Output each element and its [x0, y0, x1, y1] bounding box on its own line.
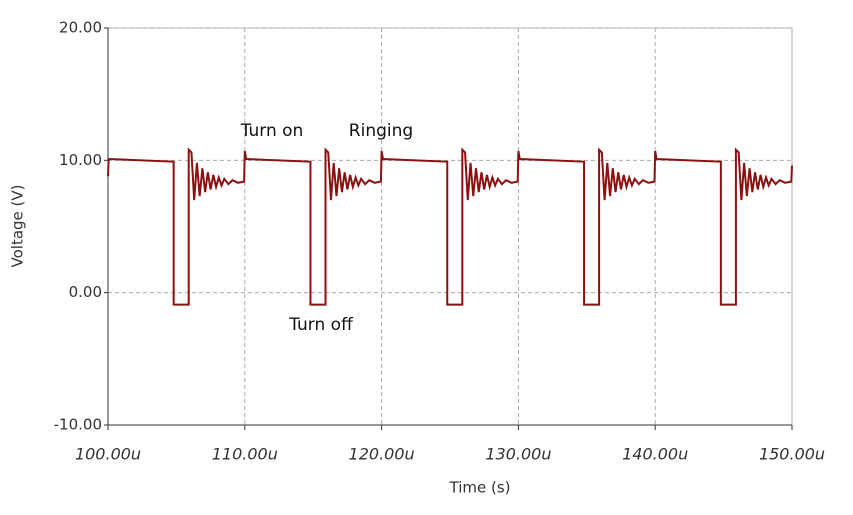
x-tick-label: 150.00u	[759, 445, 825, 464]
y-tick-label: 20.00	[59, 19, 102, 37]
y-axis-label: Voltage (V)	[9, 185, 27, 268]
x-tick-label: 140.00u	[622, 445, 688, 464]
annotation: Ringing	[349, 121, 413, 141]
voltage-line	[107, 147, 793, 306]
annotation: Turn off	[288, 315, 354, 335]
x-axis-label: Time (s)	[449, 479, 511, 497]
y-tick-label: -10.00	[54, 416, 102, 434]
y-tick-label: 0.00	[69, 283, 102, 301]
x-tick-label: 110.00u	[212, 445, 278, 464]
plot-frame	[107, 27, 793, 426]
annotation: Turn on	[240, 121, 304, 141]
y-tick-label: 10.00	[59, 151, 102, 169]
x-tick-label: 120.00u	[349, 445, 415, 464]
x-tick-label: 100.00u	[75, 445, 141, 464]
x-tick-label: 130.00u	[485, 445, 551, 464]
